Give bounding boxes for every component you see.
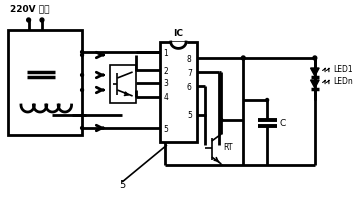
Circle shape: [220, 118, 223, 121]
Text: 5: 5: [187, 112, 192, 120]
Text: 2: 2: [163, 66, 168, 75]
Text: 4: 4: [163, 94, 168, 102]
Text: LED1: LED1: [333, 66, 353, 74]
Text: 1: 1: [163, 48, 168, 58]
Circle shape: [241, 56, 245, 60]
Bar: [110, 65, 136, 103]
Circle shape: [81, 127, 84, 130]
Bar: [8, 30, 82, 135]
Polygon shape: [310, 68, 319, 76]
Circle shape: [81, 88, 84, 92]
Circle shape: [27, 18, 30, 22]
Circle shape: [81, 73, 84, 76]
Text: RT: RT: [223, 144, 233, 152]
Text: 220V 输入: 220V 输入: [10, 4, 49, 13]
Bar: [160, 42, 196, 142]
Text: LEDn: LEDn: [333, 77, 353, 86]
Circle shape: [266, 98, 269, 102]
Text: 6: 6: [187, 82, 192, 92]
Text: 5: 5: [119, 180, 125, 190]
Circle shape: [81, 50, 84, 53]
Text: 8: 8: [187, 54, 192, 64]
Text: 3: 3: [163, 79, 168, 88]
Circle shape: [81, 53, 84, 56]
Circle shape: [40, 18, 44, 22]
Text: C: C: [280, 118, 286, 128]
Text: 5: 5: [163, 124, 168, 134]
Text: IC: IC: [173, 29, 183, 38]
Text: 7: 7: [187, 68, 192, 77]
Circle shape: [313, 56, 317, 60]
Polygon shape: [310, 80, 319, 88]
